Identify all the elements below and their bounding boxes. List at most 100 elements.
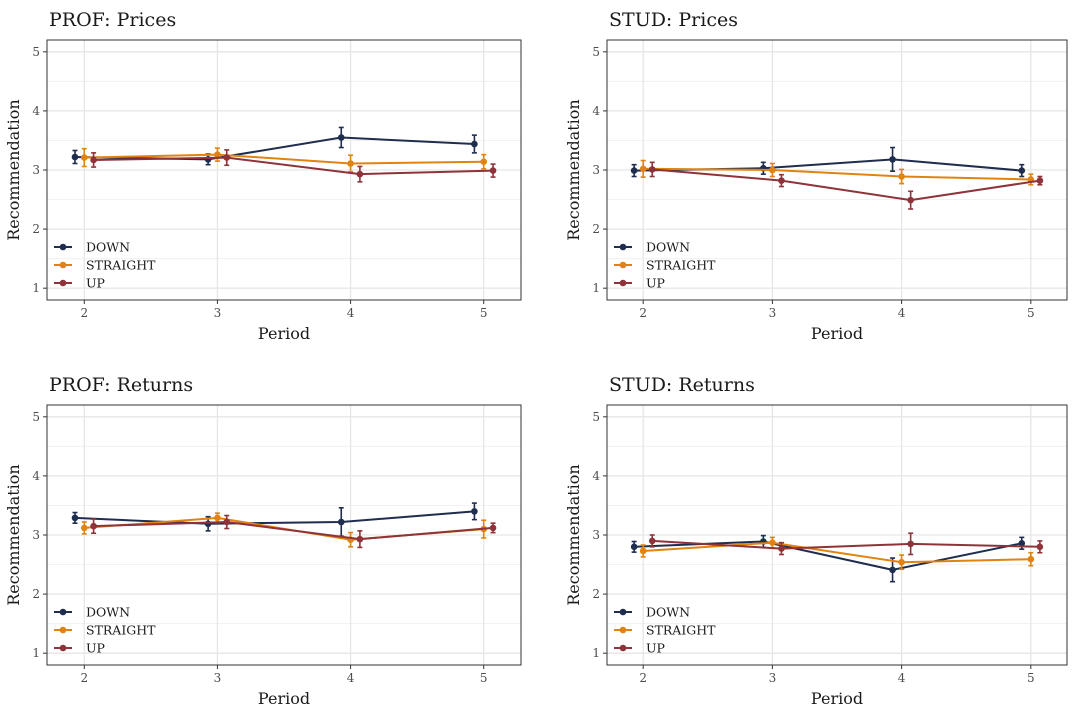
series-line <box>93 156 494 176</box>
y-tick-label: 1 <box>592 646 600 660</box>
series-up <box>90 149 497 183</box>
legend-label: STRAIGHT <box>646 258 716 273</box>
data-point <box>471 140 478 148</box>
x-tick-label: 4 <box>898 671 906 685</box>
chart-panel-2: 1 2 3 4 5 2 3 4 5 DOWN STRAIGHT UP STUD: Prices Perio… <box>564 9 1068 343</box>
data-point <box>630 543 638 551</box>
chart-panel-4: 1 2 3 4 5 2 3 4 5 DOWN STRAIGHT UP STUD: Returns Peri… <box>564 374 1068 708</box>
data-point <box>214 514 221 522</box>
grid <box>47 40 521 300</box>
series-straight <box>80 147 488 173</box>
x-tick-label: 2 <box>80 306 88 320</box>
data-point <box>769 539 776 546</box>
panel-title: PROF: Prices <box>49 9 176 31</box>
y-tick-label: 5 <box>32 45 40 59</box>
y-tick-label: 3 <box>32 163 40 177</box>
series-straight <box>639 536 1035 571</box>
y-axis-title: Recommendation <box>564 99 583 241</box>
data-point <box>898 173 905 180</box>
data-point <box>907 196 914 204</box>
chart-panel-3: 1 2 3 4 5 2 3 4 5 DOWN STRAIGHT UP PROF: Returns Peri… <box>4 374 522 708</box>
legend-key-point <box>619 608 627 616</box>
data-point <box>80 154 88 161</box>
data-point <box>480 158 488 166</box>
grid <box>47 405 521 665</box>
series-line <box>652 539 1040 550</box>
panel-border <box>46 404 522 666</box>
x-tick-label: 5 <box>1027 306 1035 320</box>
data-point <box>90 522 97 530</box>
legend-label: DOWN <box>86 240 130 255</box>
panel-title: STUD: Prices <box>609 9 738 31</box>
x-tick-label: 2 <box>80 671 88 685</box>
data-point <box>471 508 478 515</box>
x-tick-label: 3 <box>769 306 777 320</box>
y-tick-label: 1 <box>32 281 40 295</box>
data-point <box>489 524 497 532</box>
data-point <box>778 177 785 184</box>
data-point <box>889 156 896 163</box>
panel-title: STUD: Returns <box>609 374 755 396</box>
data-point <box>648 166 656 173</box>
x-tick-label: 5 <box>1027 671 1035 685</box>
x-tick-label: 4 <box>347 306 355 320</box>
x-axis-title: Period <box>811 689 863 708</box>
legend-key-point <box>619 279 627 287</box>
data-point <box>71 153 79 161</box>
chart-panel-1: 1 2 3 4 5 2 3 4 5 DOWN STRAIGHT UP PROF: Prices Perio… <box>4 9 522 343</box>
grid <box>607 405 1067 665</box>
series-down <box>71 502 478 537</box>
y-tick-label: 3 <box>592 163 600 177</box>
data-point <box>639 165 647 173</box>
legend-key-point <box>59 626 67 634</box>
data-point <box>347 160 354 167</box>
x-axis-title: Period <box>811 324 863 343</box>
data-point <box>648 537 656 545</box>
y-tick-label: 3 <box>592 528 600 542</box>
series-up <box>648 161 1044 210</box>
series-line <box>93 520 494 541</box>
y-tick-label: 4 <box>32 104 40 118</box>
panel-title: PROF: Returns <box>49 374 193 396</box>
panel-border <box>606 404 1068 666</box>
legend-key-point <box>59 261 67 269</box>
data-point <box>204 520 212 528</box>
data-point <box>1036 543 1044 551</box>
x-axis-title: Period <box>258 324 310 343</box>
series-line <box>74 510 475 525</box>
x-axis-title: Period <box>258 689 310 708</box>
legend-key-point <box>59 243 67 251</box>
data-point <box>337 518 345 526</box>
y-tick-label: 4 <box>592 469 600 483</box>
series-line <box>643 541 1031 564</box>
data-point <box>489 167 497 174</box>
legend: DOWN STRAIGHT UP <box>54 240 156 291</box>
y-axis-title: Recommendation <box>4 99 23 241</box>
series-line <box>652 168 1041 202</box>
legend-key-point <box>59 608 67 616</box>
y-tick-label: 1 <box>32 646 40 660</box>
legend-label: DOWN <box>646 240 690 255</box>
legend-key-point <box>619 644 627 652</box>
series-up <box>90 514 497 549</box>
x-tick-label: 3 <box>214 306 222 320</box>
y-tick-label: 5 <box>592 410 600 424</box>
y-tick-label: 5 <box>592 45 600 59</box>
data-point <box>223 154 231 161</box>
y-tick-label: 4 <box>32 469 40 483</box>
legend-label: UP <box>86 276 105 291</box>
data-point <box>223 518 231 526</box>
y-axis-title: Recommendation <box>4 464 23 606</box>
series-line <box>84 153 484 165</box>
data-point <box>907 540 914 548</box>
data-point <box>1036 177 1044 184</box>
data-point <box>898 558 905 566</box>
data-point <box>90 156 97 164</box>
y-tick-label: 3 <box>32 528 40 542</box>
y-axis-title: Recommendation <box>564 464 583 606</box>
legend-label: STRAIGHT <box>646 623 716 638</box>
y-tick-label: 2 <box>592 587 600 601</box>
x-tick-label: 4 <box>347 671 355 685</box>
legend-label: STRAIGHT <box>86 623 156 638</box>
